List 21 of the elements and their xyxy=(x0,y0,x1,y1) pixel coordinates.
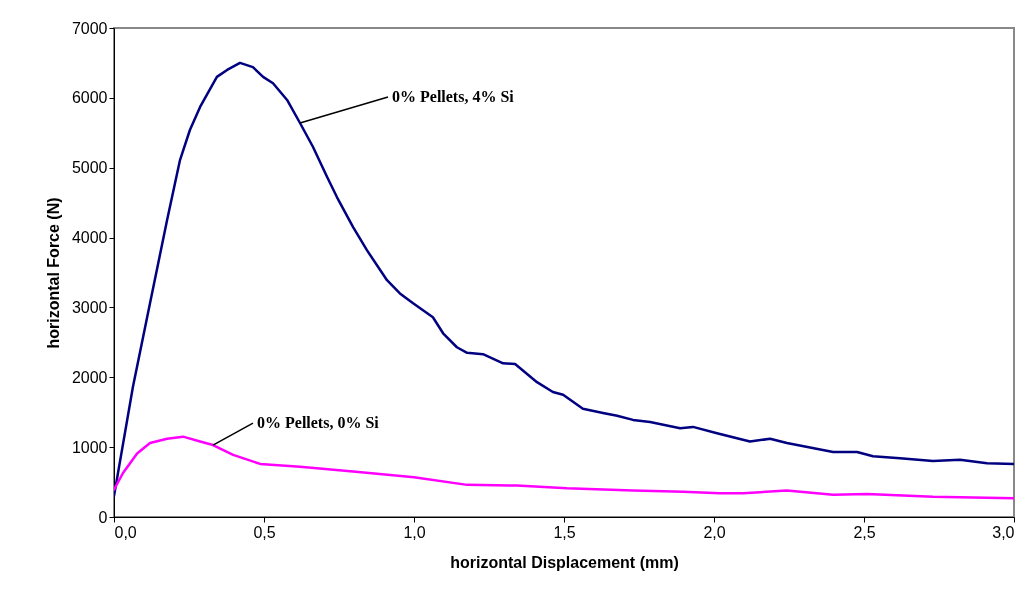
annotation: 0% Pellets, 4% Si xyxy=(392,88,515,106)
x-tick-label: 2,5 xyxy=(853,523,876,541)
y-tick-label: 2000 xyxy=(71,368,108,386)
y-axis-title: horizontal Force (N) xyxy=(44,197,62,349)
y-tick-label: 7000 xyxy=(71,19,108,37)
line-series xyxy=(114,61,1014,498)
y-tick-label: 3000 xyxy=(71,298,108,316)
x-axis-title: horizontal Displacement (mm) xyxy=(450,553,679,571)
x-tick-label: 0,0 xyxy=(114,523,137,541)
x-tick-label: 3,0 xyxy=(992,523,1015,541)
annotation: 0% Pellets, 0% Si xyxy=(257,414,380,432)
y-tick-label: 6000 xyxy=(71,89,108,107)
x-tick-label: 1,0 xyxy=(403,523,426,541)
x-tick-label: 1,5 xyxy=(553,523,576,541)
y-tick-label: 0 xyxy=(98,508,108,526)
y-tick-label: 5000 xyxy=(71,159,108,177)
y-tick-label: 1000 xyxy=(71,438,108,456)
x-tick-label: 0,5 xyxy=(253,523,276,541)
line-series xyxy=(114,435,1014,500)
y-tick-label: 4000 xyxy=(71,229,108,247)
x-tick-label: 2,0 xyxy=(703,523,726,541)
